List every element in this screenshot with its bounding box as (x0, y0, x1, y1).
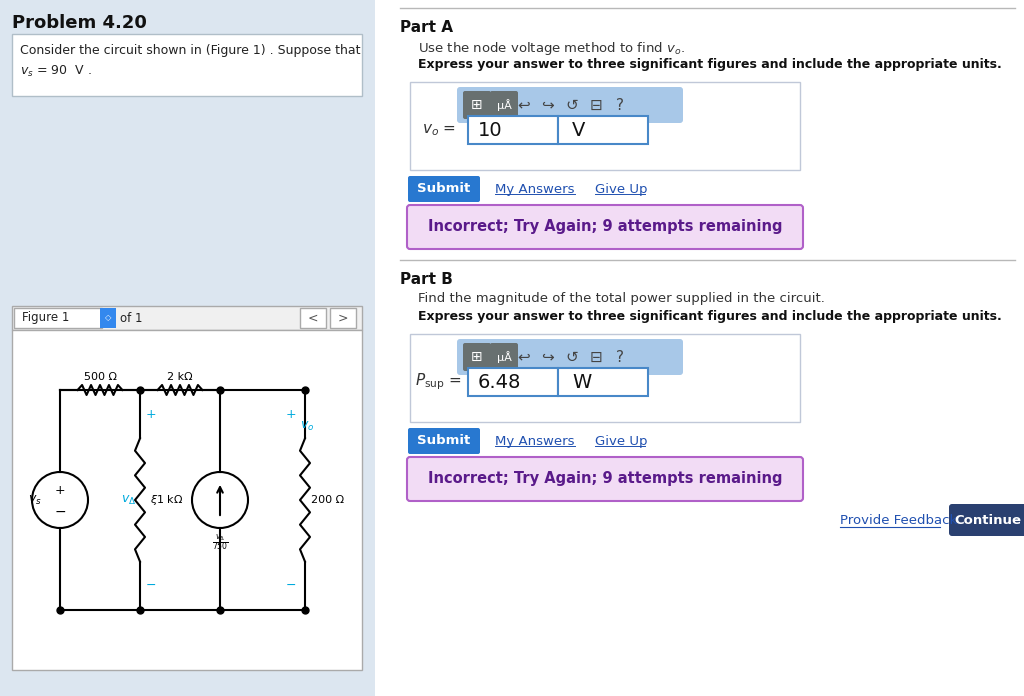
FancyBboxPatch shape (490, 91, 518, 119)
Text: ↺: ↺ (565, 97, 579, 113)
Text: My Answers: My Answers (495, 182, 574, 196)
Text: Submit: Submit (418, 434, 471, 448)
FancyBboxPatch shape (410, 82, 800, 170)
Text: −: − (54, 505, 66, 519)
FancyBboxPatch shape (457, 339, 683, 375)
FancyBboxPatch shape (558, 368, 648, 396)
FancyBboxPatch shape (408, 176, 480, 202)
Text: $P_\mathrm{sup}$ =: $P_\mathrm{sup}$ = (415, 372, 462, 393)
Text: Provide Feedback: Provide Feedback (840, 514, 957, 526)
Text: ?: ? (616, 349, 624, 365)
Text: −: − (286, 579, 296, 592)
Text: ⊟: ⊟ (590, 97, 602, 113)
FancyBboxPatch shape (468, 368, 558, 396)
Text: >: > (338, 312, 348, 324)
Text: Problem 4.20: Problem 4.20 (12, 14, 146, 32)
FancyBboxPatch shape (463, 91, 490, 119)
Text: ⊟: ⊟ (590, 349, 602, 365)
Text: +: + (54, 484, 66, 496)
Text: Continue: Continue (954, 514, 1022, 526)
Text: $\frac{v_\Delta}{750}$: $\frac{v_\Delta}{750}$ (212, 533, 228, 553)
Text: μÅ: μÅ (497, 99, 511, 111)
FancyBboxPatch shape (12, 330, 362, 670)
Text: −: − (146, 579, 157, 592)
Text: $v_o$: $v_o$ (300, 420, 314, 433)
FancyBboxPatch shape (408, 428, 480, 454)
FancyBboxPatch shape (0, 0, 375, 696)
Text: +: + (146, 408, 157, 421)
Text: ↩: ↩ (517, 97, 530, 113)
FancyBboxPatch shape (12, 34, 362, 96)
FancyBboxPatch shape (100, 308, 116, 328)
Text: $v_\Delta$: $v_\Delta$ (121, 493, 136, 507)
Text: 6.48: 6.48 (478, 372, 521, 391)
FancyBboxPatch shape (558, 116, 648, 144)
Text: 2 kΩ: 2 kΩ (167, 372, 193, 382)
FancyBboxPatch shape (12, 306, 362, 330)
Text: W: W (572, 372, 591, 391)
Text: V: V (572, 120, 586, 139)
Text: ?: ? (616, 97, 624, 113)
Text: ↺: ↺ (565, 349, 579, 365)
Text: 200 Ω: 200 Ω (311, 495, 344, 505)
FancyBboxPatch shape (457, 87, 683, 123)
Text: of 1: of 1 (120, 312, 142, 324)
Text: Incorrect; Try Again; 9 attempts remaining: Incorrect; Try Again; 9 attempts remaini… (428, 471, 782, 487)
Text: ↪: ↪ (542, 97, 554, 113)
Text: 10: 10 (478, 120, 503, 139)
Text: Express your answer to three significant figures and include the appropriate uni: Express your answer to three significant… (418, 58, 1001, 71)
Text: Incorrect; Try Again; 9 attempts remaining: Incorrect; Try Again; 9 attempts remaini… (428, 219, 782, 235)
FancyBboxPatch shape (463, 343, 490, 371)
Text: Give Up: Give Up (595, 182, 647, 196)
Text: Consider the circuit shown in (Figure 1) . Suppose that: Consider the circuit shown in (Figure 1)… (20, 44, 360, 57)
Text: Find the magnitude of the total power supplied in the circuit.: Find the magnitude of the total power su… (418, 292, 825, 305)
Text: $v_o$ =: $v_o$ = (422, 122, 456, 138)
Text: Part B: Part B (400, 272, 453, 287)
Text: ⊞: ⊞ (471, 350, 482, 364)
FancyBboxPatch shape (468, 116, 558, 144)
Text: ↪: ↪ (542, 349, 554, 365)
Text: 500 Ω: 500 Ω (84, 372, 117, 382)
Text: $v_s$ = 90  V .: $v_s$ = 90 V . (20, 64, 92, 79)
Text: My Answers: My Answers (495, 434, 574, 448)
FancyBboxPatch shape (490, 343, 518, 371)
Text: Figure 1: Figure 1 (22, 312, 70, 324)
FancyBboxPatch shape (300, 308, 326, 328)
Text: $\xi$1 kΩ: $\xi$1 kΩ (150, 493, 183, 507)
Text: <: < (308, 312, 318, 324)
FancyBboxPatch shape (410, 334, 800, 422)
Text: Use the node voltage method to find $v_o$.: Use the node voltage method to find $v_o… (418, 40, 685, 57)
FancyBboxPatch shape (330, 308, 356, 328)
Text: μÅ: μÅ (497, 351, 511, 363)
Text: $v_s$: $v_s$ (29, 493, 42, 507)
Text: Express your answer to three significant figures and include the appropriate uni: Express your answer to three significant… (418, 310, 1001, 323)
Text: ◇: ◇ (104, 313, 112, 322)
Text: Part A: Part A (400, 20, 453, 35)
Text: ↩: ↩ (517, 349, 530, 365)
FancyBboxPatch shape (407, 205, 803, 249)
Text: ⊞: ⊞ (471, 98, 482, 112)
Text: Submit: Submit (418, 182, 471, 196)
Text: +: + (286, 408, 296, 421)
FancyBboxPatch shape (949, 504, 1024, 536)
FancyBboxPatch shape (407, 457, 803, 501)
Text: Give Up: Give Up (595, 434, 647, 448)
FancyBboxPatch shape (14, 308, 102, 328)
